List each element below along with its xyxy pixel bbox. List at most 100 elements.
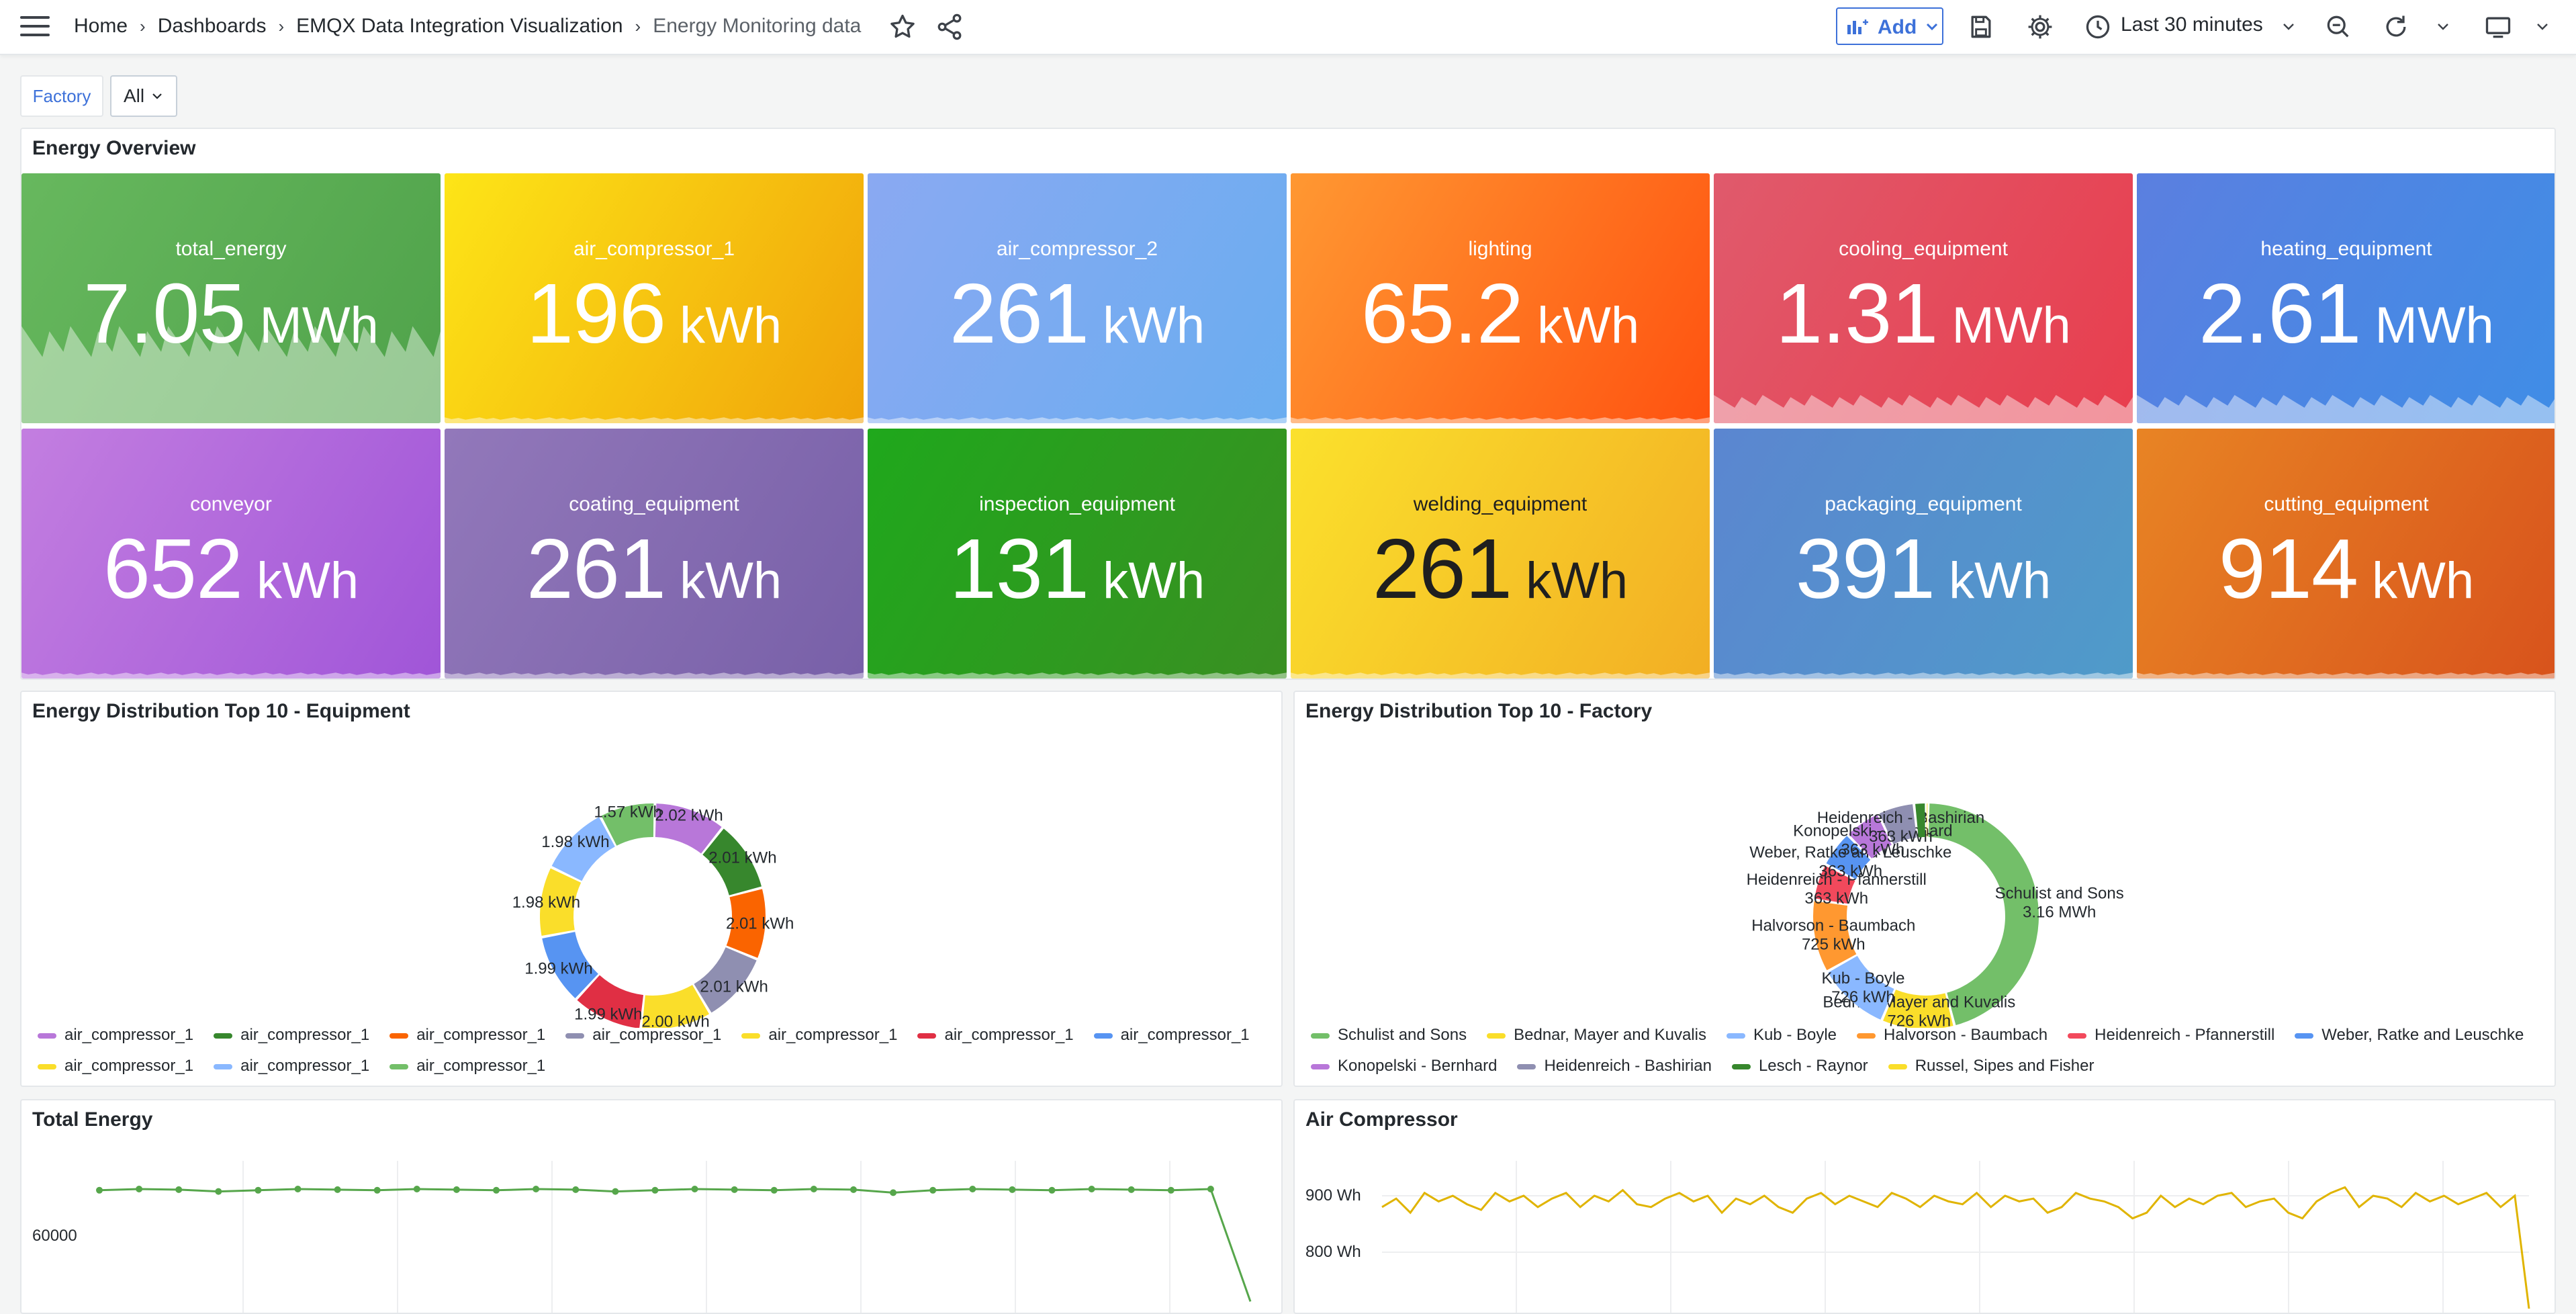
legend-item[interactable]: air_compressor_1 (214, 1051, 369, 1082)
stat-tile-air-compressor-1[interactable]: air_compressor_1 196 kWh (445, 173, 864, 423)
zoom-out-icon[interactable] (2324, 12, 2353, 42)
legend-item[interactable]: Russel, Sipes and Fisher (1888, 1051, 2095, 1082)
stat-tile-packaging-equipment[interactable]: packaging_equipment 391 kWh (1714, 429, 2133, 678)
slice-label: 2.01 kWh (726, 915, 794, 933)
legend-label: air_compressor_1 (944, 1026, 1074, 1044)
legend-item[interactable]: Weber, Ratke and Leuschke (2295, 1020, 2524, 1051)
stat-value: 391 kWh (1714, 520, 2133, 617)
slice-label: 725 kWh (1802, 935, 1866, 953)
data-point (533, 1186, 540, 1192)
gear-icon[interactable] (2025, 12, 2055, 42)
donut-slice[interactable] (601, 803, 654, 846)
menu-icon[interactable] (20, 16, 50, 36)
stat-tile-inspection-equipment[interactable]: inspection_equipment 131 kWh (868, 429, 1287, 678)
save-icon[interactable] (1966, 12, 1996, 42)
sparkline (868, 672, 1287, 678)
breadcrumb-dashboards[interactable]: Dashboards (157, 15, 267, 37)
legend-item[interactable]: Lesch - Raynor (1731, 1051, 1868, 1082)
donut-slice[interactable] (551, 817, 615, 881)
legend-item[interactable]: Bednar, Mayer and Kuvalis (1487, 1020, 1706, 1051)
data-point (413, 1186, 420, 1192)
donut-slice[interactable] (542, 932, 598, 999)
legend-item[interactable]: air_compressor_1 (389, 1051, 545, 1082)
legend-item[interactable]: air_compressor_1 (565, 1020, 721, 1051)
breadcrumb-folder[interactable]: EMQX Data Integration Visualization (296, 15, 623, 37)
donut-slice[interactable] (726, 889, 766, 958)
stat-tile-total-energy[interactable]: total_energy 7.05 MWh (21, 173, 441, 423)
panel-title: Energy Distribution Top 10 - Factory (1305, 700, 1653, 722)
stat-tile-lighting[interactable]: lighting 65.2 kWh (1291, 173, 1710, 423)
donut-slice[interactable] (1879, 804, 1917, 844)
stat-name: air_compressor_2 (996, 238, 1158, 260)
legend-item[interactable]: air_compressor_1 (38, 1051, 193, 1082)
slice-label: Halvorson - Baumbach (1751, 916, 1915, 934)
sparkline (445, 672, 864, 678)
donut-slice[interactable] (1826, 836, 1871, 879)
donut-slice[interactable] (655, 803, 722, 854)
energy-overview-panel: Energy Overview total_energy 7.05 MWh air_… (20, 128, 2556, 680)
legend-swatch (389, 1063, 409, 1069)
chevron-down-icon[interactable] (2534, 12, 2553, 42)
legend-label: Russel, Sipes and Fisher (1915, 1057, 2095, 1075)
chevron-down-icon[interactable] (2281, 12, 2299, 42)
donut-slice[interactable] (694, 947, 757, 1013)
slice-label: 363 kWh (1841, 841, 1905, 859)
add-button[interactable]: Add (1836, 7, 1943, 45)
legend-item[interactable]: air_compressor_1 (1093, 1020, 1250, 1051)
share-icon[interactable] (935, 12, 964, 42)
factory-variable-select[interactable]: All (110, 75, 177, 117)
total-energy-panel: Total Energy 60000 (20, 1099, 1283, 1314)
donut-slice[interactable] (1849, 814, 1892, 859)
legend-item[interactable]: Heidenreich - Bashirian (1517, 1051, 1712, 1082)
legend-item[interactable]: air_compressor_1 (214, 1020, 369, 1051)
slice-label: 1.99 kWh (574, 1006, 642, 1024)
legend-item[interactable]: Schulist and Sons (1311, 1020, 1467, 1051)
sparkline-area (1714, 395, 2133, 423)
stat-number: 7.05 (83, 266, 246, 361)
legend-item[interactable]: air_compressor_1 (917, 1020, 1074, 1051)
stat-tile-conveyor[interactable]: conveyor 652 kWh (21, 429, 441, 678)
donut-slice[interactable] (577, 975, 644, 1028)
legend-item[interactable]: Konopelski - Bernhard (1311, 1051, 1497, 1082)
donut-slice[interactable] (1813, 901, 1857, 971)
legend-swatch (1517, 1063, 1536, 1069)
legend-item[interactable]: air_compressor_1 (741, 1020, 897, 1051)
legend-label: Heidenreich - Pfannerstill (2095, 1026, 2275, 1044)
stat-value: 261 kWh (445, 520, 864, 617)
chevron-down-icon[interactable] (2435, 12, 2454, 42)
stat-tile-heating-equipment[interactable]: heating_equipment 2.61 MWh (2137, 173, 2555, 423)
breadcrumb-home[interactable]: Home (74, 15, 128, 37)
tv-mode-icon[interactable] (2483, 12, 2513, 42)
donut-slice[interactable] (1814, 865, 1855, 904)
time-range-picker[interactable]: Last 30 minutes (2121, 13, 2263, 36)
stat-tile-welding-equipment[interactable]: welding_equipment 261 kWh (1291, 429, 1710, 678)
breadcrumb: Home › Dashboards › EMQX Data Integration Vi… (74, 15, 861, 38)
sparkline (21, 326, 441, 423)
stat-tile-coating-equipment[interactable]: coating_equipment 261 kWh (445, 429, 864, 678)
stat-tile-cutting-equipment[interactable]: cutting_equipment 914 kWh (2137, 429, 2555, 678)
chevron-right-icon: › (140, 16, 146, 36)
data-point (96, 1186, 103, 1194)
donut-slice[interactable] (540, 868, 582, 936)
clock-icon[interactable] (2083, 12, 2113, 42)
legend-swatch (565, 1033, 585, 1039)
donut-slice[interactable] (702, 828, 762, 895)
stat-tile-cooling-equipment[interactable]: cooling_equipment 1.31 MWh (1714, 173, 2133, 423)
legend-label: air_compressor_1 (416, 1057, 546, 1075)
donut-slice[interactable] (1928, 803, 2039, 1025)
donut-slice[interactable] (1828, 955, 1894, 1020)
stat-value: 652 kWh (21, 520, 441, 617)
donut-slice[interactable] (642, 985, 710, 1028)
donut-slice[interactable] (1883, 990, 1953, 1028)
stat-tile-air-compressor-2[interactable]: air_compressor_2 261 kWh (868, 173, 1287, 423)
legend-item[interactable]: Kub - Boyle (1726, 1020, 1837, 1051)
legend-item[interactable]: Heidenreich - Pfannerstill (2068, 1020, 2274, 1051)
legend-item[interactable]: air_compressor_1 (389, 1020, 545, 1051)
legend-item[interactable]: air_compressor_1 (38, 1020, 193, 1051)
donut-slice[interactable] (1915, 803, 1925, 838)
star-icon[interactable] (888, 12, 917, 42)
legend-item[interactable]: Halvorson - Baumbach (1857, 1020, 2048, 1051)
legend-swatch (389, 1033, 409, 1039)
refresh-icon[interactable] (2381, 12, 2411, 42)
sparkline-area (445, 417, 864, 423)
